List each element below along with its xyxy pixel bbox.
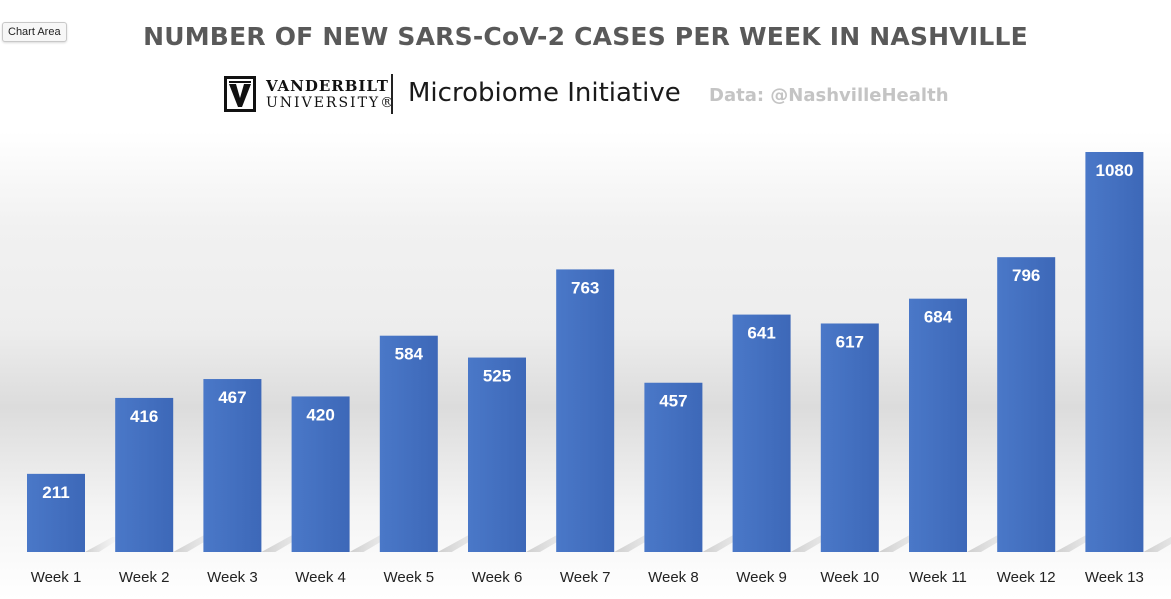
x-tick-label: Week 6 — [472, 569, 523, 586]
x-tick-label: Week 8 — [648, 569, 699, 586]
chart-area-tooltip: Chart Area — [2, 22, 67, 42]
bar-week-12[interactable] — [997, 257, 1056, 552]
x-tick-label: Week 4 — [295, 569, 346, 586]
bar-week-1[interactable] — [27, 473, 85, 552]
data-label: 641 — [747, 324, 775, 343]
data-label: 617 — [836, 332, 864, 351]
bar-shadow — [85, 536, 123, 552]
bar-shadow — [1143, 536, 1171, 552]
logo-subtitle: UNIVERSITY® — [266, 95, 397, 111]
x-tick-label: Week 1 — [31, 569, 82, 586]
logo-name: VANDERBILT — [266, 77, 389, 95]
x-tick-label: Week 10 — [820, 569, 879, 586]
data-label: 684 — [924, 308, 953, 327]
bar-week-13[interactable] — [1085, 152, 1144, 552]
data-label: 420 — [306, 405, 334, 424]
data-label: 796 — [1012, 266, 1040, 285]
vanderbilt-v-icon — [224, 76, 256, 112]
x-tick-label: Week 12 — [997, 569, 1056, 586]
x-tick-label: Week 13 — [1085, 569, 1144, 586]
data-label: 457 — [659, 392, 687, 411]
bar-week-4[interactable] — [291, 396, 350, 552]
bar-week-2[interactable] — [115, 397, 174, 552]
data-label: 467 — [218, 388, 246, 407]
x-tick-label: Week 9 — [736, 569, 787, 586]
data-label: 416 — [130, 407, 158, 426]
data-label: 525 — [483, 367, 511, 386]
chart-title: NUMBER OF NEW SARS-CoV-2 CASES PER WEEK … — [143, 22, 1028, 51]
bar-week-8[interactable] — [644, 382, 703, 552]
bar-week-5[interactable] — [379, 335, 438, 552]
bar-week-11[interactable] — [909, 298, 967, 552]
bar-week-10[interactable] — [820, 323, 879, 552]
initiative-name: Microbiome Initiative — [408, 78, 681, 108]
x-tick-label: Week 7 — [560, 569, 611, 586]
bar-week-9[interactable] — [732, 314, 791, 552]
x-tick-label: Week 3 — [207, 569, 258, 586]
data-label: 211 — [42, 483, 69, 502]
data-source: Data: @NashvilleHealth — [709, 85, 949, 106]
data-label: 763 — [571, 278, 599, 297]
x-tick-label: Week 2 — [119, 569, 170, 586]
bar-week-3[interactable] — [203, 379, 262, 552]
data-label: 584 — [395, 345, 424, 364]
x-tick-label: Week 11 — [909, 569, 967, 586]
x-tick-label: Week 5 — [384, 569, 435, 586]
bar-week-7[interactable] — [556, 269, 615, 552]
bar-week-6[interactable] — [468, 357, 526, 552]
vanderbilt-logo-banner: VANDERBILT UNIVERSITY® Microbiome Initia… — [196, 68, 686, 120]
logo-divider — [391, 74, 393, 114]
data-label: 1080 — [1095, 161, 1133, 180]
